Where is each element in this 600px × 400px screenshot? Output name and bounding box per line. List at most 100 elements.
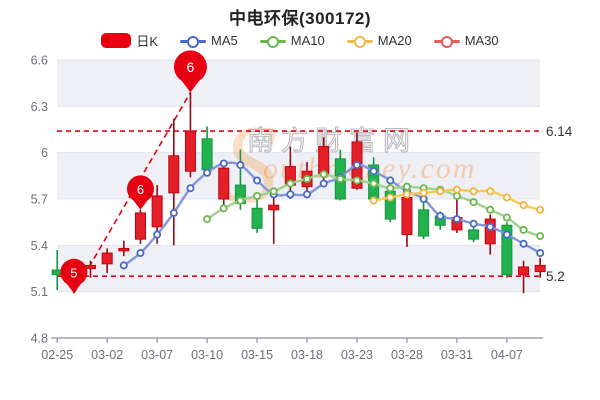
ma-point-ma5 (153, 230, 162, 239)
trend-line (73, 92, 192, 294)
y-axis-label: 5.1 (31, 285, 48, 299)
ma-point-ma10 (269, 187, 278, 196)
ma-line-swatch-icon (259, 35, 286, 48)
ma-point-ma5 (436, 211, 445, 220)
x-axis-label: 03-10 (191, 348, 223, 362)
ma-point-ma5 (386, 176, 395, 185)
ma-point-ma10 (236, 196, 245, 205)
ma-point-ma10 (402, 182, 411, 191)
ma-point-ma10 (303, 174, 312, 183)
ma-point-ma5 (369, 167, 378, 176)
ma-point-ma20 (519, 201, 528, 210)
ma-point-ma10 (319, 170, 328, 179)
x-axis-label: 03-02 (91, 348, 123, 362)
legend-item-ma30[interactable]: MA30 (433, 33, 499, 48)
ma-point-ma10 (486, 205, 495, 214)
candle-body (418, 209, 430, 237)
mark-point-balloon (126, 175, 154, 203)
ma-point-ma5 (119, 261, 128, 270)
candle-body (501, 224, 513, 276)
x-axis-label: 03-31 (441, 348, 473, 362)
legend-label: MA20 (377, 33, 412, 48)
ma-point-ma20 (419, 188, 428, 197)
candle-body (468, 229, 480, 240)
mark-point-label: 5 (70, 265, 77, 280)
plot-band (57, 60, 540, 107)
ma-point-ma5 (136, 249, 145, 258)
y-axis-label: 6.6 (31, 54, 48, 68)
ma-point-ma10 (219, 204, 228, 213)
ma-point-ma20 (536, 205, 545, 214)
ma-point-ma10 (536, 232, 545, 241)
ma-point-ma5 (253, 176, 262, 185)
x-axis-label: 04-07 (491, 348, 523, 362)
legend-item-ma10[interactable]: MA10 (259, 33, 325, 48)
legend-item-ma5[interactable]: MA5 (180, 33, 238, 48)
ma-point-ma10 (386, 184, 395, 193)
ma-line-swatch-icon (346, 35, 373, 48)
plot-band (57, 245, 540, 292)
ma-point-ma10 (203, 215, 212, 224)
ma-point-ma5 (536, 249, 545, 258)
candle-body (484, 218, 496, 245)
y-axis-label: 4.8 (31, 332, 48, 346)
candle-body (118, 247, 130, 252)
reference-line-label: 5.2 (546, 269, 565, 284)
ma-point-ma5 (486, 222, 495, 231)
ma-point-ma20 (369, 196, 378, 205)
ma-point-ma5 (186, 184, 195, 193)
ma-line-swatch-icon (433, 35, 460, 48)
candle-body (401, 196, 413, 236)
legend-item-kline[interactable]: 日K (101, 31, 158, 50)
ma-point-ma5 (352, 161, 361, 170)
ma-point-ma10 (369, 179, 378, 188)
mark-point-label: 6 (137, 182, 144, 197)
candle-body (201, 138, 213, 171)
ma-point-ma5 (219, 159, 228, 168)
x-axis-label: 03-15 (241, 348, 273, 362)
candle-body (151, 195, 163, 228)
ma-point-ma5 (303, 190, 312, 199)
x-axis-label: 02-25 (41, 348, 73, 362)
ma-point-ma10 (452, 191, 461, 200)
ma-point-ma20 (386, 193, 395, 202)
legend-item-ma20[interactable]: MA20 (346, 33, 412, 48)
ma-point-ma5 (419, 194, 428, 203)
candle-body (518, 266, 530, 276)
legend: 日K MA5 MA10 MA20 MA30 (0, 31, 600, 50)
ma-point-ma5 (452, 215, 461, 224)
legend-label: 日K (136, 34, 159, 49)
ma-point-ma10 (502, 213, 511, 222)
ma-point-ma10 (352, 176, 361, 185)
x-axis-label: 03-07 (141, 348, 173, 362)
kline-swatch-icon (101, 33, 132, 48)
chart-title: 中电环保(300172) (228, 9, 372, 28)
y-axis-label: 5.4 (31, 239, 48, 253)
ma-point-ma10 (286, 179, 295, 188)
ma-point-ma20 (469, 187, 478, 196)
ma-point-ma10 (336, 174, 345, 183)
legend-label: MA5 (211, 33, 238, 48)
ma-point-ma5 (519, 239, 528, 248)
reference-line-label: 6.14 (546, 124, 573, 139)
candle-body (101, 252, 113, 265)
ma-point-ma5 (319, 179, 328, 188)
candle-body (184, 130, 196, 172)
ma-point-ma20 (486, 187, 495, 196)
ma-point-ma5 (502, 230, 511, 239)
candle-body (168, 155, 180, 194)
candle-body (218, 167, 230, 200)
x-axis-label: 03-23 (341, 348, 373, 362)
ma-point-ma20 (402, 190, 411, 199)
ma-point-ma5 (469, 219, 478, 228)
y-axis-label: 5.7 (31, 193, 48, 207)
ma-point-ma5 (169, 208, 178, 217)
legend-label: MA30 (464, 33, 499, 48)
mark-point-balloon (173, 50, 207, 84)
x-axis-label: 03-18 (291, 348, 323, 362)
candle-body (268, 204, 280, 211)
ma-point-ma5 (203, 168, 212, 177)
ma-point-ma10 (469, 198, 478, 207)
